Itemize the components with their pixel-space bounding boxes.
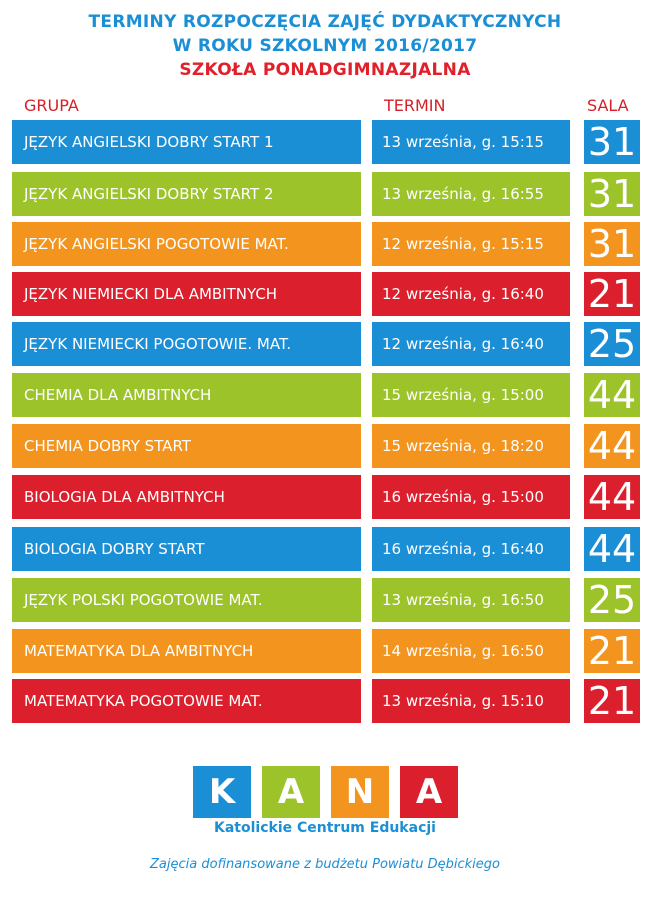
- room-cell: 44: [584, 424, 640, 468]
- term-cell: 13 września, g. 15:10: [372, 679, 570, 723]
- room-cell: 21: [584, 629, 640, 673]
- room-cell: 21: [584, 679, 640, 723]
- title-line-2: W ROKU SZKOLNYM 2016/2017: [172, 36, 478, 56]
- column-header-term: TERMIN: [384, 96, 446, 115]
- term-cell: 14 września, g. 16:50: [372, 629, 570, 673]
- term-cell: 15 września, g. 15:00: [372, 373, 570, 417]
- group-cell: MATEMATYKA POGOTOWIE MAT.: [12, 679, 361, 723]
- term-cell: 15 września, g. 18:20: [372, 424, 570, 468]
- column-header-room: SALA: [587, 96, 629, 115]
- logo-letter: N: [331, 766, 389, 818]
- term-cell: 12 września, g. 16:40: [372, 322, 570, 366]
- group-cell: CHEMIA DLA AMBITNYCH: [12, 373, 361, 417]
- group-cell: JĘZYK ANGIELSKI DOBRY START 2: [12, 172, 361, 216]
- group-cell: JĘZYK NIEMIECKI POGOTOWIE. MAT.: [12, 322, 361, 366]
- group-cell: MATEMATYKA DLA AMBITNYCH: [12, 629, 361, 673]
- title-line-3: SZKOŁA PONADGIMNAZJALNA: [179, 60, 471, 80]
- logo-letter: K: [193, 766, 251, 818]
- logo-letter: A: [400, 766, 458, 818]
- room-cell: 44: [584, 373, 640, 417]
- room-cell: 21: [584, 272, 640, 316]
- room-cell: 25: [584, 578, 640, 622]
- term-cell: 12 września, g. 15:15: [372, 222, 570, 266]
- term-cell: 13 września, g. 15:15: [372, 120, 570, 164]
- logo-subtitle: Katolickie Centrum Edukacji: [214, 820, 436, 836]
- term-cell: 13 września, g. 16:50: [372, 578, 570, 622]
- logo-letter: A: [262, 766, 320, 818]
- room-cell: 44: [584, 527, 640, 571]
- room-cell: 44: [584, 475, 640, 519]
- term-cell: 16 września, g. 16:40: [372, 527, 570, 571]
- room-cell: 25: [584, 322, 640, 366]
- group-cell: JĘZYK ANGIELSKI DOBRY START 1: [12, 120, 361, 164]
- group-cell: BIOLOGIA DLA AMBITNYCH: [12, 475, 361, 519]
- group-cell: JĘZYK NIEMIECKI DLA AMBITNYCH: [12, 272, 361, 316]
- title-line-1: TERMINY ROZPOCZĘCIA ZAJĘĆ DYDAKTYCZNYCH: [88, 12, 562, 32]
- group-cell: JĘZYK POLSKI POGOTOWIE MAT.: [12, 578, 361, 622]
- term-cell: 12 września, g. 16:40: [372, 272, 570, 316]
- funding-note: Zajęcia dofinansowane z budżetu Powiatu …: [150, 857, 500, 872]
- group-cell: JĘZYK ANGIELSKI POGOTOWIE MAT.: [12, 222, 361, 266]
- group-cell: CHEMIA DOBRY START: [12, 424, 361, 468]
- term-cell: 13 września, g. 16:55: [372, 172, 570, 216]
- column-header-group: GRUPA: [24, 96, 79, 115]
- room-cell: 31: [584, 172, 640, 216]
- term-cell: 16 września, g. 15:00: [372, 475, 570, 519]
- group-cell: BIOLOGIA DOBRY START: [12, 527, 361, 571]
- room-cell: 31: [584, 120, 640, 164]
- room-cell: 31: [584, 222, 640, 266]
